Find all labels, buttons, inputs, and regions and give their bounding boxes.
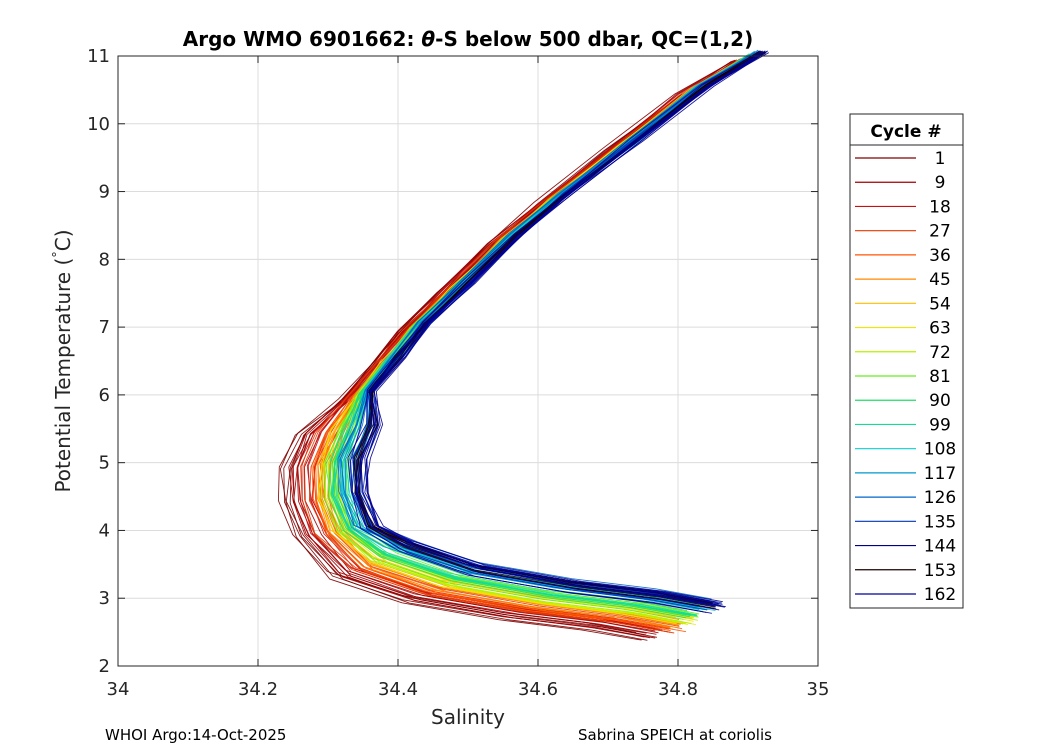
y-tick-label: 6 <box>99 385 110 406</box>
legend: Cycle # 1 9 18 27 36 45 54 63 72 81 90 99 108 117 126 1… <box>849 113 964 609</box>
x-tick-label: 34 <box>107 679 130 700</box>
legend-entry-label: 54 <box>929 294 951 314</box>
footer-right: Sabrina SPEICH at coriolis <box>578 726 772 744</box>
x-axis-label: Salinity <box>431 705 505 729</box>
y-tick-label: 2 <box>99 656 110 677</box>
legend-entry-label: 45 <box>929 270 951 290</box>
legend-title: Cycle # <box>870 122 941 142</box>
profile-line <box>279 62 737 641</box>
plot-area <box>118 56 818 666</box>
legend-entry-label: 144 <box>924 537 956 557</box>
legend-entry-label: 63 <box>929 319 951 339</box>
profile-line <box>366 52 767 608</box>
profile-line <box>356 53 764 611</box>
y-tick-label: 7 <box>99 317 110 338</box>
legend-entry-label: 81 <box>929 367 951 387</box>
legend-entry-label: 108 <box>924 440 956 460</box>
profile-line <box>364 51 765 605</box>
legend-entry-label: 90 <box>929 391 951 411</box>
profile-line <box>277 59 736 633</box>
y-tick-label: 5 <box>99 453 110 474</box>
profile-line <box>355 54 763 614</box>
legend-entry-label: 135 <box>924 512 956 532</box>
y-tick-label: 9 <box>99 182 110 203</box>
y-tick-label: 10 <box>87 114 110 135</box>
y-tick-label: 8 <box>99 249 110 270</box>
chart-title: Argo WMO 6901662: θ-S below 500 dbar, QC… <box>183 27 753 51</box>
legend-entry-label: 72 <box>929 343 951 363</box>
legend-entry-label: 153 <box>924 561 956 581</box>
x-tick-label: 35 <box>807 679 830 700</box>
x-tick-label: 34.2 <box>238 679 278 700</box>
legend-entry-label: 117 <box>924 464 956 484</box>
y-tick-label: 11 <box>87 46 110 67</box>
y-tick-label: 4 <box>99 520 110 541</box>
legend-entry-label: 99 <box>929 415 951 435</box>
legend-box <box>849 113 964 609</box>
legend-entry-label: 27 <box>929 222 951 242</box>
x-tick-label: 34.4 <box>378 679 418 700</box>
legend-entry-label: 9 <box>935 173 946 193</box>
x-tick-label: 34.8 <box>658 679 698 700</box>
y-tick-label: 3 <box>99 588 110 609</box>
legend-entry-label: 18 <box>929 197 951 217</box>
legend-entry-label: 36 <box>929 246 951 266</box>
y-axis-label: Potential Temperature (°C) <box>51 229 75 492</box>
legend-entry-label: 162 <box>924 585 956 605</box>
plot-frame <box>117 55 819 667</box>
legend-entry-label: 126 <box>924 488 956 508</box>
data-series <box>277 49 770 641</box>
footer-left: WHOI Argo:14-Oct-2025 <box>105 726 287 744</box>
legend-entry-label: 1 <box>935 149 946 169</box>
x-tick-label: 34.6 <box>518 679 558 700</box>
